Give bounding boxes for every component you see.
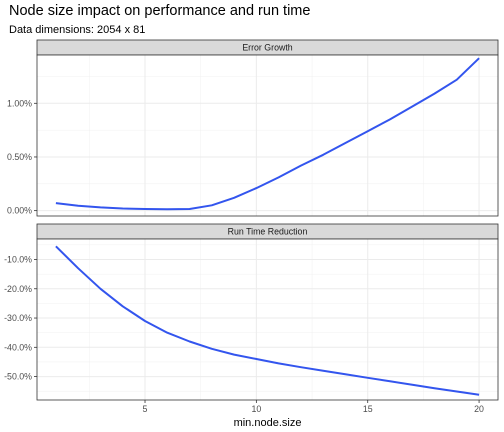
panel-border	[36, 238, 499, 401]
x-tick-label: 10	[251, 404, 261, 414]
y-tick-label: -20.0%	[4, 284, 32, 294]
panel-border	[36, 54, 499, 217]
y-tick-label: -50.0%	[4, 372, 32, 382]
series-line	[55, 57, 480, 211]
series-line	[55, 245, 480, 396]
x-tick-label: 5	[143, 404, 148, 414]
chart-title: Node size impact on performance and run …	[9, 3, 311, 19]
y-tick-label: -40.0%	[4, 342, 32, 352]
y-tick-label: 0.00%	[7, 206, 32, 216]
x-tick-label: 15	[363, 404, 373, 414]
chart-subtitle: Data dimensions: 2054 x 81	[9, 24, 146, 36]
panel-background	[37, 55, 498, 216]
y-tick-label: -10.0%	[4, 254, 32, 264]
panel-strip-label: Error Growth	[242, 43, 292, 53]
y-tick-label: 0.50%	[7, 152, 32, 162]
x-tick-label: 20	[474, 404, 484, 414]
y-tick-label: -30.0%	[4, 313, 32, 323]
panel-background	[37, 239, 498, 400]
y-tick-label: 1.00%	[7, 98, 32, 108]
x-axis-title: min.node.size	[234, 417, 302, 429]
panel-strip-label: Run Time Reduction	[228, 227, 308, 237]
